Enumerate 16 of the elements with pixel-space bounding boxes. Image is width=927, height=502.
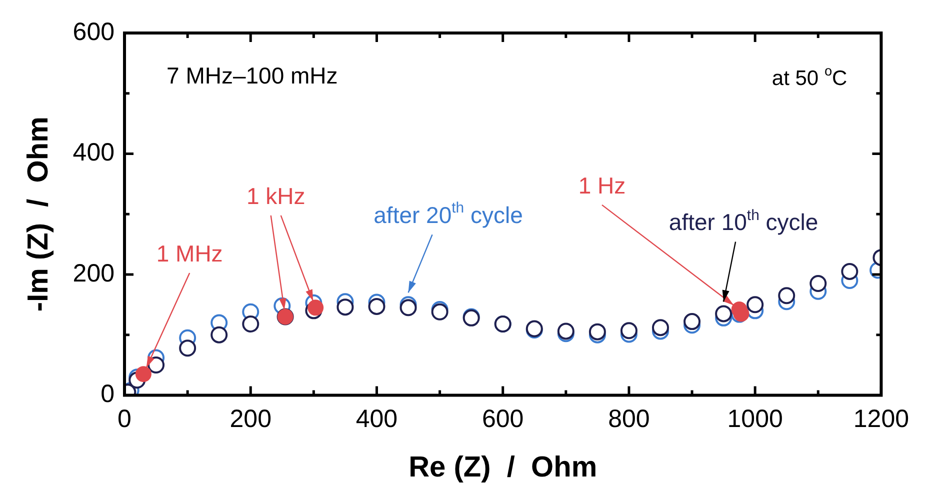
annotation: 1 MHz xyxy=(156,240,223,266)
y-axis-title: -Im (Z) / Ohm xyxy=(22,116,54,312)
x-tick-label: 1000 xyxy=(727,405,783,434)
annotation: 1 Hz xyxy=(578,172,626,198)
x-tick-label: 1200 xyxy=(853,405,910,434)
x-tick-label: 400 xyxy=(356,405,398,434)
y-tick-label: 400 xyxy=(72,138,115,167)
y-tick-label: 600 xyxy=(72,18,115,46)
x-tick-label: 600 xyxy=(482,405,524,434)
x-tick-label: 200 xyxy=(230,405,272,434)
x-tick-label: 800 xyxy=(608,405,650,434)
y-tick-label: 200 xyxy=(72,259,115,288)
annotation: 7 MHz–100 mHz xyxy=(166,62,338,88)
x-axis-title: Re (Z) / Ohm xyxy=(408,452,598,484)
y-tick-label: 0 xyxy=(100,380,115,408)
annotation: 1 kHz xyxy=(246,182,306,209)
